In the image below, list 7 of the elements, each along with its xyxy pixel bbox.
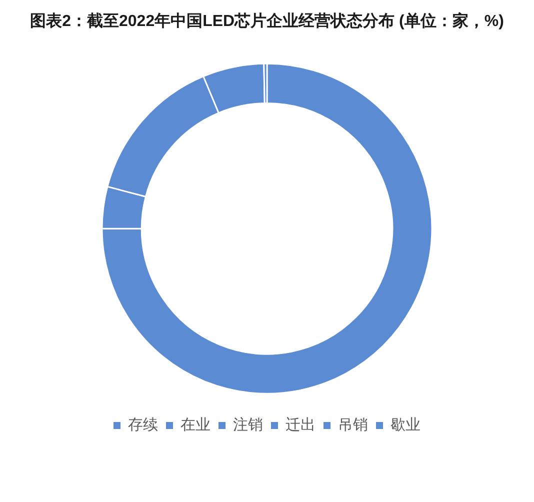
legend-label: 注销 xyxy=(233,416,263,434)
legend-label: 吊销 xyxy=(338,416,368,434)
legend-label: 迁出 xyxy=(286,416,316,434)
chart-title: 图表2：截至2022年中国LED芯片企业经营状态分布 (单位：家，%) xyxy=(30,11,504,30)
legend-label: 在业 xyxy=(180,416,210,434)
legend-label: 存续 xyxy=(128,416,158,434)
legend-label: 歇业 xyxy=(390,416,420,434)
